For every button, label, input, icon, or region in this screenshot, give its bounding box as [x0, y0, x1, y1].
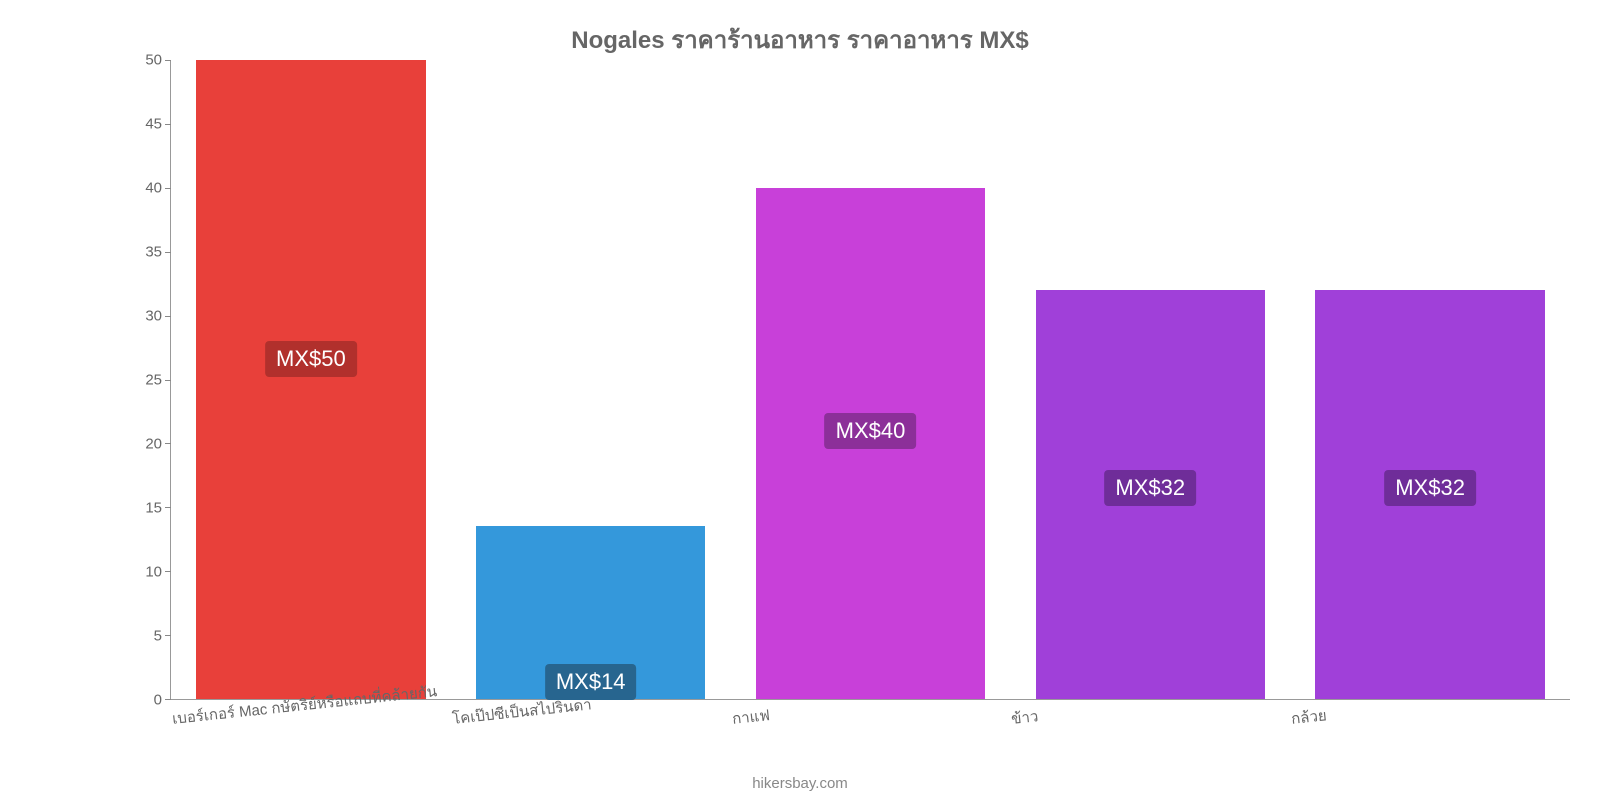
- y-tick-label: 15: [145, 500, 162, 517]
- y-tick-label: 45: [145, 116, 162, 133]
- y-tick-mark: [165, 443, 171, 444]
- y-tick-mark: [165, 380, 171, 381]
- bar: MX$14: [476, 526, 705, 699]
- chart-container: Nogales ราคาร้านอาหาร ราคาอาหาร MX$ 0 5 10…: [0, 0, 1600, 800]
- y-tick-mark: [165, 316, 171, 317]
- bar: MX$50: [196, 60, 425, 699]
- y-tick-label: 50: [145, 52, 162, 69]
- bar: MX$32: [1315, 290, 1544, 699]
- y-tick-label: 10: [145, 564, 162, 581]
- bar-slot: MX$14: [451, 60, 731, 699]
- bars-group: MX$50 MX$14 MX$40 MX$32 MX$32: [171, 60, 1570, 699]
- y-tick-label: 35: [145, 244, 162, 261]
- y-tick-mark: [165, 188, 171, 189]
- y-tick-mark: [165, 635, 171, 636]
- y-tick-label: 5: [154, 628, 162, 645]
- y-tick-label: 30: [145, 308, 162, 325]
- chart-footer: hikersbay.com: [0, 775, 1600, 792]
- y-tick-mark: [165, 252, 171, 253]
- y-tick-mark: [165, 60, 171, 61]
- bar-slot: MX$32: [1290, 60, 1570, 699]
- y-tick-mark: [165, 507, 171, 508]
- bar: MX$32: [1036, 290, 1265, 699]
- bar-value-label: MX$32: [1104, 470, 1196, 506]
- bar-slot: MX$50: [171, 60, 451, 699]
- bar-slot: MX$32: [1010, 60, 1290, 699]
- y-tick-label: 40: [145, 180, 162, 197]
- y-tick-mark: [165, 124, 171, 125]
- y-tick-label: 20: [145, 436, 162, 453]
- bar-value-label: MX$40: [825, 413, 917, 449]
- y-tick-label: 0: [154, 692, 162, 709]
- x-axis-label: ข้าว: [1010, 704, 1039, 731]
- y-tick-label: 25: [145, 372, 162, 389]
- chart-plot-area: 05101520253035404550 MX$50MX$14MX$40MX$3…: [170, 60, 1570, 700]
- chart-title: Nogales ราคาร้านอาหาร ราคาอาหาร MX$: [0, 20, 1600, 59]
- bar-value-label: MX$50: [265, 341, 357, 377]
- y-axis: 05101520253035404550: [130, 60, 170, 700]
- bar-slot: MX$40: [731, 60, 1011, 699]
- bar-value-label: MX$32: [1384, 470, 1476, 506]
- bar: MX$40: [756, 188, 985, 699]
- y-tick-mark: [165, 571, 171, 572]
- x-axis-label: กล้วย: [1290, 703, 1328, 731]
- x-axis-label: กาแฟ: [731, 703, 771, 731]
- plot-region: MX$50MX$14MX$40MX$32MX$32 เบอร์เกอร์ Mac…: [170, 60, 1570, 700]
- y-tick-mark: [165, 699, 171, 700]
